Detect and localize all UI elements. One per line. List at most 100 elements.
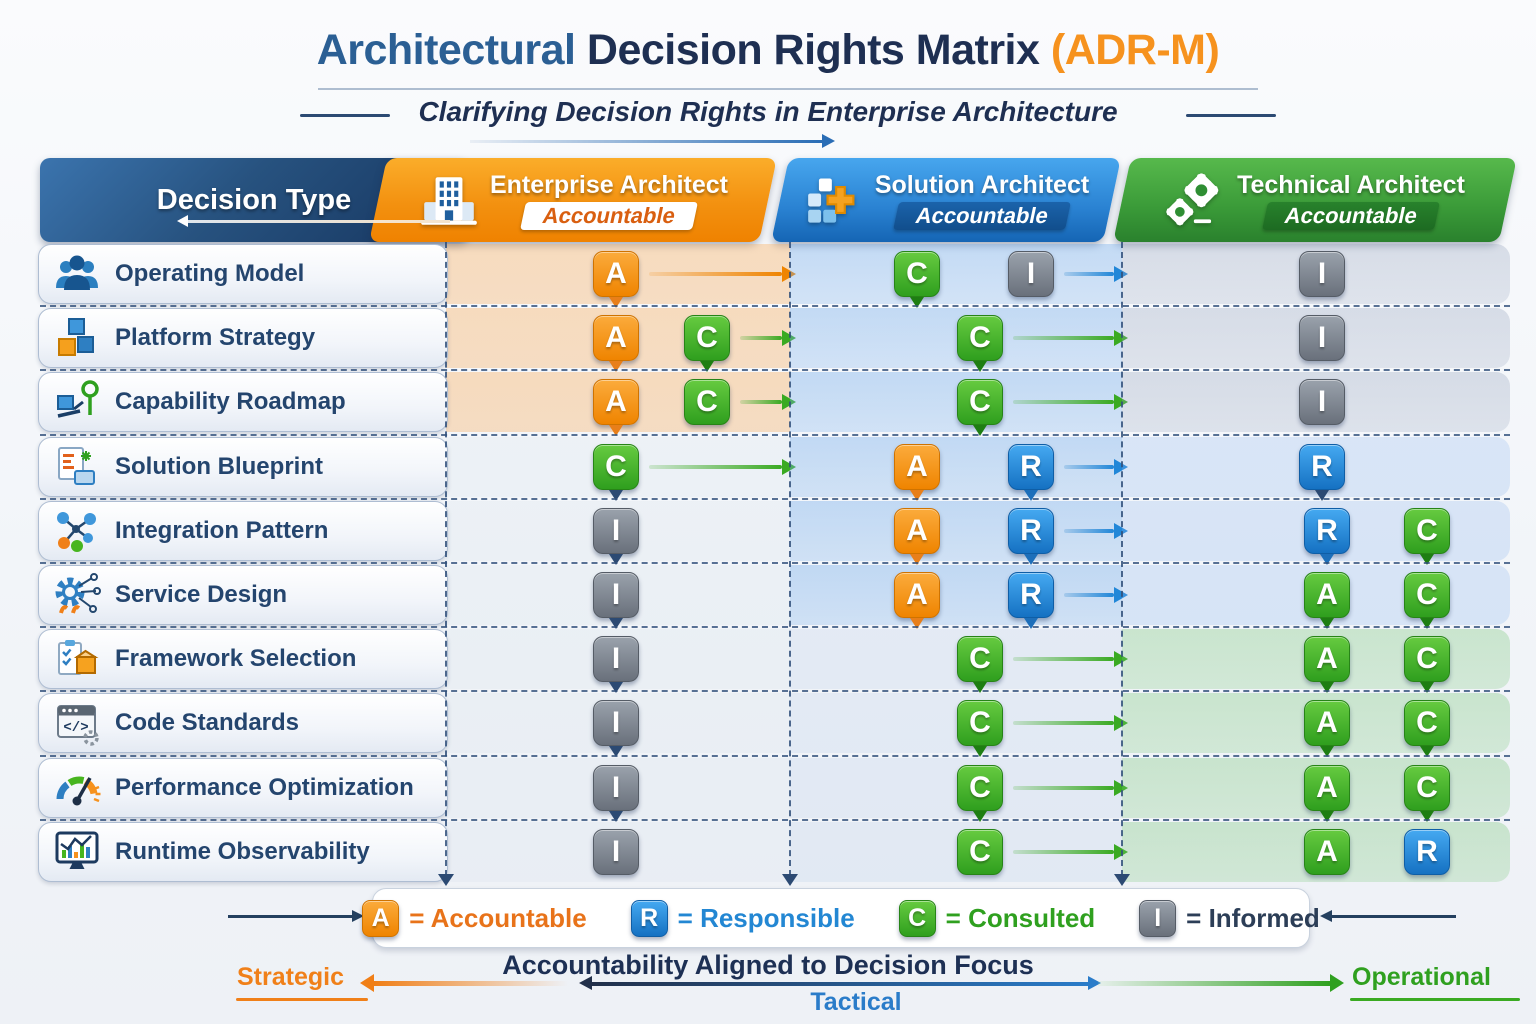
- cell-sa: C: [790, 757, 1128, 822]
- row-separator: [40, 818, 1510, 821]
- decision-label: Runtime Observability: [115, 837, 370, 865]
- ta-title: Technical Architect: [1237, 170, 1465, 199]
- ea-title: Enterprise Architect: [489, 170, 729, 199]
- flow-down-arrow: [1320, 746, 1334, 758]
- flow-arrow-line: [1064, 593, 1114, 597]
- raci-badge-A: A: [1304, 572, 1350, 618]
- raci-badge-I: I: [1299, 251, 1345, 297]
- flow-arrow-line: [1013, 785, 1114, 790]
- column-header-technical-architect: Technical Architect Accountable: [1113, 158, 1517, 242]
- decision-label: Framework Selection: [115, 645, 357, 673]
- raci-badge-I: I: [1008, 251, 1054, 297]
- raci-badge-C: C: [1404, 507, 1450, 554]
- legend-badge-R: R: [630, 899, 668, 937]
- subtitle: Clarifying Decision Rights in Enterprise…: [418, 96, 1118, 127]
- legend-item: C = Consulted: [898, 899, 1095, 937]
- raci-badge-I: I: [593, 636, 639, 683]
- flow-down-arrow: [973, 682, 987, 694]
- cell-ea: I: [446, 565, 790, 629]
- cell-sa: C: [790, 308, 1128, 373]
- flow-arrow-line: [1013, 849, 1114, 854]
- raci-badge-C: C: [593, 443, 639, 490]
- legend-item: R = Responsible: [630, 899, 855, 937]
- flow-down-arrow: [609, 810, 623, 822]
- flow-down-arrow: [910, 618, 924, 629]
- cell-ea: I: [446, 500, 790, 565]
- raci-badge-A: A: [894, 572, 940, 618]
- row-separator: [40, 433, 1510, 436]
- decision-label: Platform Strategy: [115, 324, 316, 352]
- roadmap-icon: [53, 378, 101, 426]
- operational-arrow: [1098, 974, 1344, 992]
- decision-label: Operating Model: [115, 260, 305, 287]
- column-header-solution-architect: Solution Architect Accountable: [771, 158, 1121, 242]
- decision-label: Code Standards: [115, 709, 300, 737]
- flow-down-arrow: [700, 361, 714, 373]
- decision-card: Capability Roadmap: [38, 372, 448, 433]
- cell-ta: I: [1122, 372, 1510, 433]
- raci-badge-C: C: [684, 379, 730, 426]
- flow-down-arrow: [609, 489, 623, 501]
- cubes-icon: [53, 314, 101, 362]
- svg-text:</>: </>: [63, 720, 88, 736]
- raci-badge-A: A: [1304, 828, 1350, 875]
- column-separator-arrowhead: [782, 874, 798, 886]
- decision-label: Service Design: [115, 581, 288, 608]
- raci-badge-I: I: [1299, 379, 1345, 426]
- raci-badge-C: C: [957, 828, 1003, 875]
- flow-down-arrow: [1024, 618, 1038, 629]
- column-separator: [1121, 242, 1123, 876]
- legend-item: A = Accountable: [362, 899, 587, 937]
- raci-badge-R: R: [1304, 507, 1350, 554]
- flow-arrow-line: [1064, 272, 1114, 276]
- legend-item: I = Informed: [1139, 899, 1320, 937]
- cell-sa: C: [790, 693, 1128, 758]
- raci-badge-C: C: [957, 700, 1003, 747]
- raci-badge-I: I: [593, 764, 639, 811]
- flow-arrow-line: [1064, 464, 1114, 469]
- raci-badge-A: A: [1304, 764, 1350, 811]
- blueprint-icon: [53, 443, 101, 491]
- sa-accountable-badge: Accountable: [892, 201, 1071, 230]
- tactical-label: Tactical: [810, 988, 902, 1016]
- title-part-3: (ADR-M): [1050, 26, 1220, 74]
- row-separator: [40, 626, 1510, 629]
- flow-down-arrow: [1420, 618, 1434, 629]
- decision-card: Runtime Observability: [38, 821, 448, 882]
- decision-card: </> Code Standards: [38, 693, 448, 754]
- flow-down-arrow: [973, 425, 987, 437]
- flow-down-arrow: [609, 361, 623, 373]
- decision-card: Performance Optimization: [38, 757, 448, 818]
- decision-card: Operating Model: [38, 244, 448, 304]
- raci-badge-R: R: [1008, 443, 1054, 490]
- raci-badge-A: A: [593, 315, 639, 362]
- flow-down-arrow: [609, 682, 623, 694]
- title-part-1: Architectural: [316, 26, 576, 74]
- raci-badge-C: C: [1404, 764, 1450, 811]
- legend-badge-C: C: [898, 899, 936, 937]
- raci-badge-R: R: [1008, 507, 1054, 554]
- flow-down-arrow: [973, 746, 987, 758]
- legend-text: = Responsible: [677, 902, 855, 933]
- decision-card: Platform Strategy: [38, 308, 448, 369]
- flow-arrow-line: [1013, 657, 1114, 662]
- subtitle-arrow: [470, 134, 835, 148]
- flow-down-arrow: [1315, 489, 1329, 501]
- raci-badge-C: C: [957, 379, 1003, 426]
- flow-down-arrow: [609, 746, 623, 758]
- raci-badge-C: C: [957, 764, 1003, 811]
- flow-down-arrow: [1420, 682, 1434, 694]
- cell-ea: I: [446, 693, 790, 758]
